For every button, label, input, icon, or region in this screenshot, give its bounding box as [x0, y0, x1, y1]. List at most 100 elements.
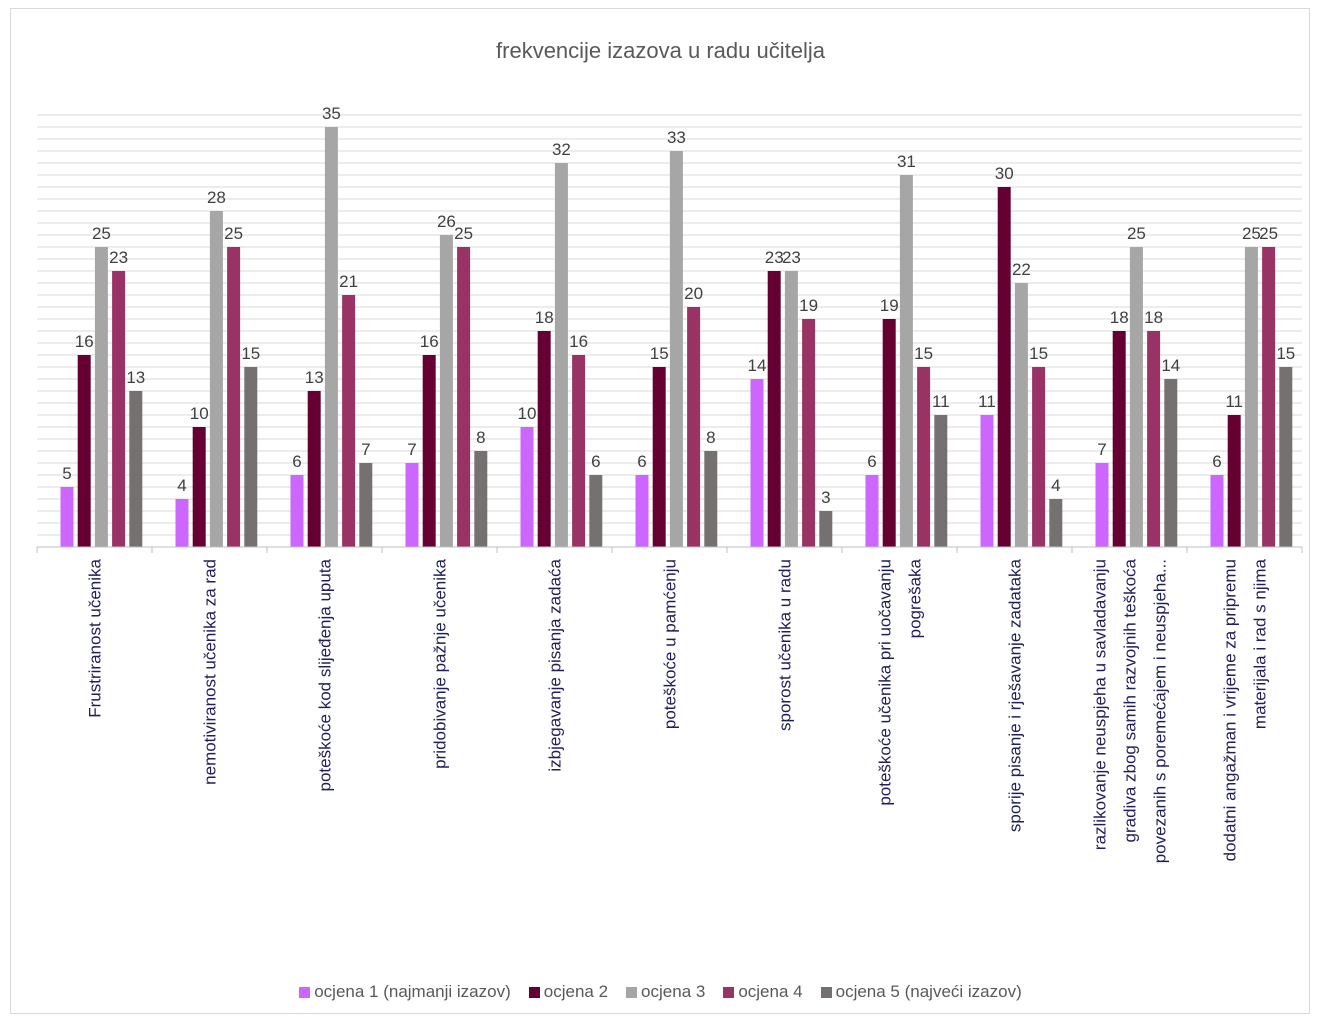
category-label: nemotiviranost učenika za rad: [201, 559, 220, 785]
bar: [1147, 331, 1161, 547]
category-label: poteškoće kod slijeđenja uputa: [316, 558, 335, 791]
bar: [802, 319, 816, 547]
bar: [77, 355, 91, 547]
bar: [1095, 463, 1109, 547]
bar: [652, 367, 666, 547]
data-label: 14: [748, 356, 767, 375]
category-label: sporije pisanje i rješavanje zadataka: [1006, 558, 1025, 832]
bar: [687, 307, 701, 547]
bar: [359, 463, 373, 547]
bar: [917, 367, 931, 547]
bar: [422, 355, 436, 547]
data-label: 10: [518, 404, 537, 423]
data-label: 18: [535, 308, 554, 327]
category-label: izbjegavanje pisanja zadaća: [546, 558, 565, 771]
bar: [1032, 367, 1046, 547]
bar: [1210, 475, 1224, 547]
data-label: 15: [1029, 344, 1048, 363]
bar: [1112, 331, 1126, 547]
bar: [324, 127, 338, 547]
bar: [192, 427, 206, 547]
data-label: 23: [782, 248, 801, 267]
data-label: 15: [1276, 344, 1295, 363]
data-label: 6: [591, 452, 600, 471]
bar: [1279, 367, 1293, 547]
data-label: 15: [914, 344, 933, 363]
data-label: 5: [62, 464, 71, 483]
data-label: 3: [821, 488, 830, 507]
data-label: 11: [978, 392, 996, 411]
category-label: pogrešaka: [906, 558, 925, 638]
bar: [112, 271, 126, 547]
category-label: sporost učenika u radu: [776, 559, 795, 731]
bar: [750, 379, 764, 547]
bar: [457, 247, 471, 547]
legend-swatch: [299, 986, 311, 998]
legend-entry: ocjena 3: [626, 982, 705, 1002]
bar: [342, 295, 356, 547]
data-label: 10: [190, 404, 209, 423]
data-label: 32: [552, 140, 571, 159]
bar: [669, 151, 683, 547]
data-label: 25: [1127, 224, 1146, 243]
bar: [94, 247, 108, 547]
data-label: 18: [1144, 308, 1163, 327]
data-label: 25: [1242, 224, 1261, 243]
data-label: 7: [361, 440, 370, 459]
data-label: 6: [1212, 452, 1221, 471]
data-label: 20: [684, 284, 703, 303]
data-label: 28: [207, 188, 226, 207]
legend-label: ocjena 5 (najveći izazov): [835, 982, 1022, 1001]
data-label: 11: [1225, 392, 1243, 411]
chart-legend: ocjena 1 (najmanji izazov) ocjena 2 ocjena…: [0, 982, 1321, 1002]
bar: [129, 391, 143, 547]
bar: [227, 247, 241, 547]
data-label: 16: [420, 332, 439, 351]
bar: [899, 175, 913, 547]
data-label: 25: [224, 224, 243, 243]
data-label: 6: [867, 452, 876, 471]
data-label: 6: [637, 452, 646, 471]
bar: [997, 187, 1011, 547]
bar: [1049, 499, 1063, 547]
bar: [209, 211, 223, 547]
data-label: 22: [1012, 260, 1031, 279]
data-label: 30: [995, 164, 1014, 183]
bar: [934, 415, 948, 547]
bar: [1227, 415, 1241, 547]
bar: [1014, 283, 1028, 547]
category-label: dodatni angažman i vrijeme za pripremu: [1221, 559, 1240, 861]
data-label: 35: [322, 104, 341, 123]
data-label: 4: [177, 476, 186, 495]
data-label: 18: [1110, 308, 1129, 327]
legend-entry: ocjena 2: [528, 982, 608, 1002]
data-label: 23: [109, 248, 128, 267]
data-label: 19: [799, 296, 818, 315]
bar: [784, 271, 798, 547]
data-label: 14: [1161, 356, 1180, 375]
bar: [1129, 247, 1143, 547]
bar: [60, 487, 74, 547]
data-label: 16: [75, 332, 94, 351]
legend-entry: ocjena 1 (najmanji izazov): [299, 982, 511, 1002]
bar: [704, 451, 718, 547]
data-label: 8: [476, 428, 485, 447]
data-label: 15: [241, 344, 260, 363]
data-label: 11: [932, 392, 950, 411]
category-label: gradiva zbog samih razvojnih teškoća: [1121, 558, 1140, 842]
legend-swatch: [528, 986, 540, 998]
data-label: 31: [897, 152, 916, 171]
category-label: materijala i rad s njima: [1251, 558, 1270, 729]
data-label: 8: [706, 428, 715, 447]
bar: [1262, 247, 1276, 547]
legend-label: ocjena 1 (najmanji izazov): [314, 982, 511, 1001]
category-label: povezanih s poremećajem i neuspjeha...: [1151, 559, 1170, 863]
data-label: 7: [407, 440, 416, 459]
data-label: 13: [126, 368, 145, 387]
chart-frame: [10, 8, 1310, 1014]
bar: [175, 499, 189, 547]
legend-entry: ocjena 4: [723, 982, 803, 1002]
data-label: 26: [437, 212, 456, 231]
chart-title: frekvencije izazova u radu učitelja: [496, 38, 825, 63]
chart-plot: 5 4 6 7 10 6 14 6 11 7 6 16 10 13 16 18 15 23 19 30 18 11 25 28…: [36, 104, 1303, 863]
